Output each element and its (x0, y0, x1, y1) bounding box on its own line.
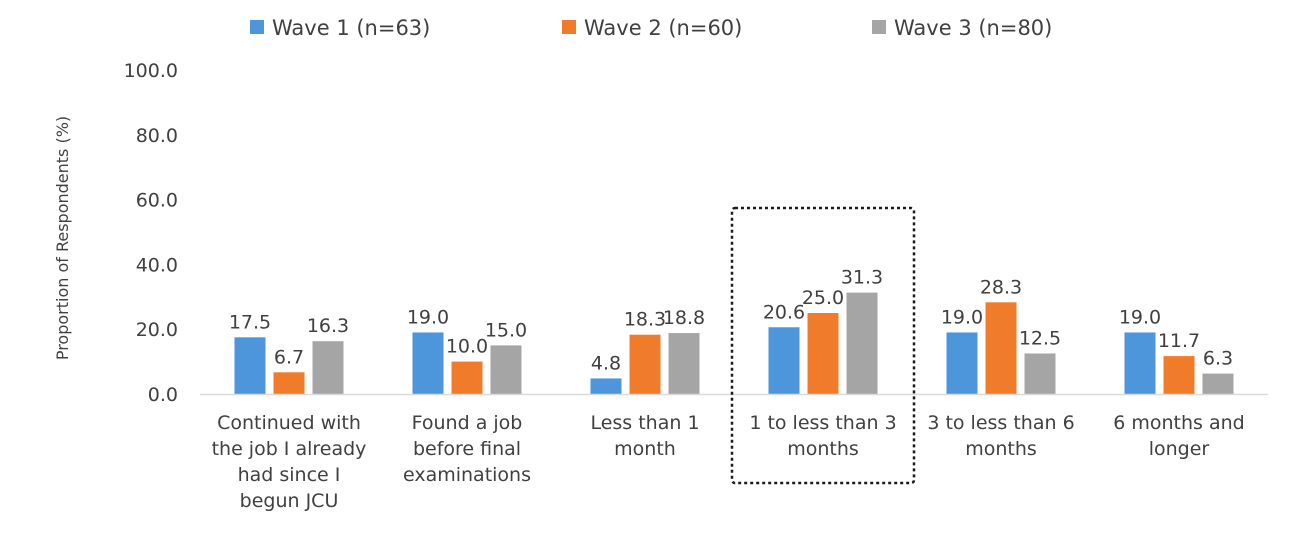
category-label-3: Less than 1 month (590, 412, 699, 460)
legend-swatch-wave-3 (872, 20, 886, 34)
data-label-wave-3-cat-3: 18.8 (663, 307, 705, 329)
bar-wave-2-cat-5 (985, 302, 1017, 394)
bar-wave-3-cat-4 (846, 292, 878, 394)
bar-wave-1-cat-5 (946, 332, 978, 394)
data-label-wave-3-cat-4: 31.3 (841, 267, 883, 289)
data-label-wave-2-cat-1: 6.7 (274, 346, 304, 368)
bar-wave-3-cat-1 (312, 341, 344, 394)
data-labels: 17.56.716.3 19.0 10.015.0 4.818.318.8 20.625… (229, 267, 1233, 375)
data-label-wave-1-cat-6: 19.0 (1119, 306, 1161, 328)
category-label-6: 6 months and longer (1113, 412, 1244, 460)
data-label-wave-2-cat-3: 18.3 (624, 309, 666, 331)
y-axis-title: Proportion of Respondents (%) (53, 116, 72, 360)
category-label-5: 3 to less than 6 months (927, 412, 1074, 460)
y-tick-label: 80.0 (136, 125, 178, 147)
bar-wave-2-cat-6 (1163, 356, 1195, 394)
bar-wave-3-cat-5 (1024, 353, 1056, 394)
y-tick-label: 0.0 (148, 384, 178, 406)
data-label-wave-1-cat-1: 17.5 (229, 311, 271, 333)
data-label-wave-2-cat-5: 28.3 (980, 276, 1022, 298)
data-label-wave-2-cat-2: 10.0 (446, 336, 488, 358)
category-label-4: 1 to less than 3 months (749, 412, 896, 460)
y-axis-ticks: 0.0 20.0 40.0 60.0 80.0 100.0 (124, 60, 178, 406)
data-label-wave-3-cat-1: 16.3 (307, 315, 349, 337)
bars (234, 292, 1234, 394)
legend: Wave 1 (n=63) Wave 2 (n=60) Wave 3 (n=80) (250, 16, 1052, 40)
legend-swatch-wave-1 (250, 20, 264, 34)
data-label-wave-1-cat-5: 19.0 (941, 306, 983, 328)
y-tick-label: 40.0 (136, 254, 178, 276)
legend-label-wave-2: Wave 2 (n=60) (584, 16, 742, 40)
y-tick-label: 20.0 (136, 319, 178, 341)
bar-wave-2-cat-1 (273, 372, 305, 394)
data-label-wave-3-cat-6: 6.3 (1203, 348, 1233, 370)
bar-wave-1-cat-2 (412, 332, 444, 394)
data-label-wave-1-cat-3: 4.8 (591, 352, 621, 374)
bar-wave-1-cat-1 (234, 337, 266, 394)
bar-wave-3-cat-6 (1202, 373, 1234, 394)
bar-wave-2-cat-2 (451, 361, 483, 394)
bar-wave-3-cat-3 (668, 333, 700, 394)
y-tick-label: 100.0 (124, 60, 178, 82)
data-label-wave-3-cat-5: 12.5 (1019, 328, 1061, 350)
bar-wave-3-cat-2 (490, 345, 522, 394)
category-label-2: Found a job before final examinations (403, 412, 531, 486)
data-label-wave-1-cat-2: 19.0 (407, 306, 449, 328)
legend-label-wave-3: Wave 3 (n=80) (894, 16, 1052, 40)
highlight-box (730, 206, 916, 485)
data-label-wave-2-cat-6: 11.7 (1158, 330, 1200, 352)
data-label-wave-1-cat-4: 20.6 (763, 301, 805, 323)
bar-wave-2-cat-3 (629, 334, 661, 394)
legend-swatch-wave-2 (562, 20, 576, 34)
bar-wave-1-cat-6 (1124, 332, 1156, 394)
category-labels: Continued with the job I already had since… (212, 412, 1245, 512)
data-label-wave-2-cat-4: 25.0 (802, 287, 844, 309)
legend-label-wave-1: Wave 1 (n=63) (272, 16, 430, 40)
bar-wave-1-cat-4 (768, 327, 800, 394)
category-label-1: Continued with the job I already had since… (212, 412, 367, 512)
bar-wave-1-cat-3 (590, 378, 622, 394)
y-tick-label: 60.0 (136, 190, 178, 212)
bar-wave-2-cat-4 (807, 313, 839, 394)
data-label-wave-3-cat-2: 15.0 (485, 319, 527, 341)
